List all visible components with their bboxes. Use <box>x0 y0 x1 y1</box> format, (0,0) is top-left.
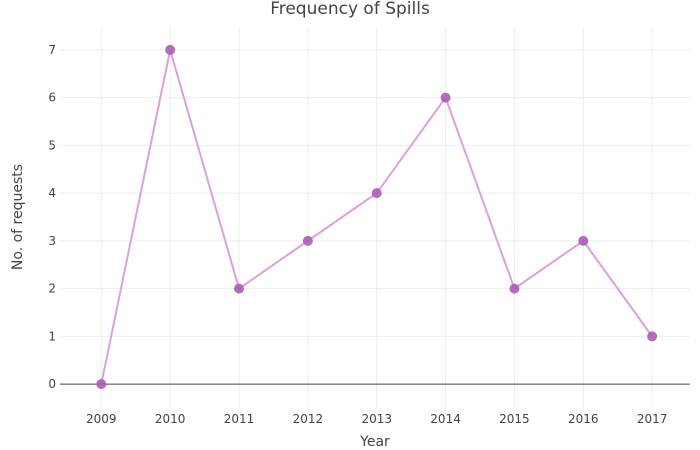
y-tick-label: 7 <box>48 43 56 57</box>
y-tick-label: 1 <box>48 329 56 343</box>
x-tick-label: 2011 <box>224 412 255 426</box>
x-axis-title: Year <box>359 434 390 450</box>
x-tick-label: 2016 <box>568 412 599 426</box>
grid-lines <box>60 26 690 408</box>
y-tick-label: 4 <box>48 186 56 200</box>
series-layer <box>96 44 658 390</box>
data-point <box>509 283 520 294</box>
y-tick-label: 3 <box>48 234 56 248</box>
data-point <box>165 44 176 55</box>
data-point <box>578 235 589 246</box>
y-axis-title: No. of requests <box>10 164 26 270</box>
x-tick-label: 2017 <box>637 412 668 426</box>
data-point <box>302 235 313 246</box>
x-tick-label: 2010 <box>155 412 186 426</box>
x-tick-label: 2015 <box>499 412 530 426</box>
x-tick-labels: 2009 2010 2011 2012 2013 2014 2015 2016 2017 <box>86 412 667 426</box>
y-tick-label: 6 <box>48 91 56 105</box>
x-tick-label: 2009 <box>86 412 117 426</box>
data-point <box>96 379 107 390</box>
x-tick-label: 2013 <box>361 412 392 426</box>
y-tick-label: 2 <box>48 282 56 296</box>
data-point <box>647 331 658 342</box>
data-point <box>440 92 451 103</box>
chart-title: Frequency of Spills <box>270 0 430 19</box>
y-tick-label: 0 <box>48 377 56 391</box>
y-tick-labels: 0 1 2 3 4 5 6 7 <box>48 43 56 391</box>
data-point <box>234 283 245 294</box>
x-tick-label: 2014 <box>430 412 461 426</box>
data-point <box>371 188 382 199</box>
x-tick-label: 2012 <box>293 412 324 426</box>
y-tick-label: 5 <box>48 138 56 152</box>
